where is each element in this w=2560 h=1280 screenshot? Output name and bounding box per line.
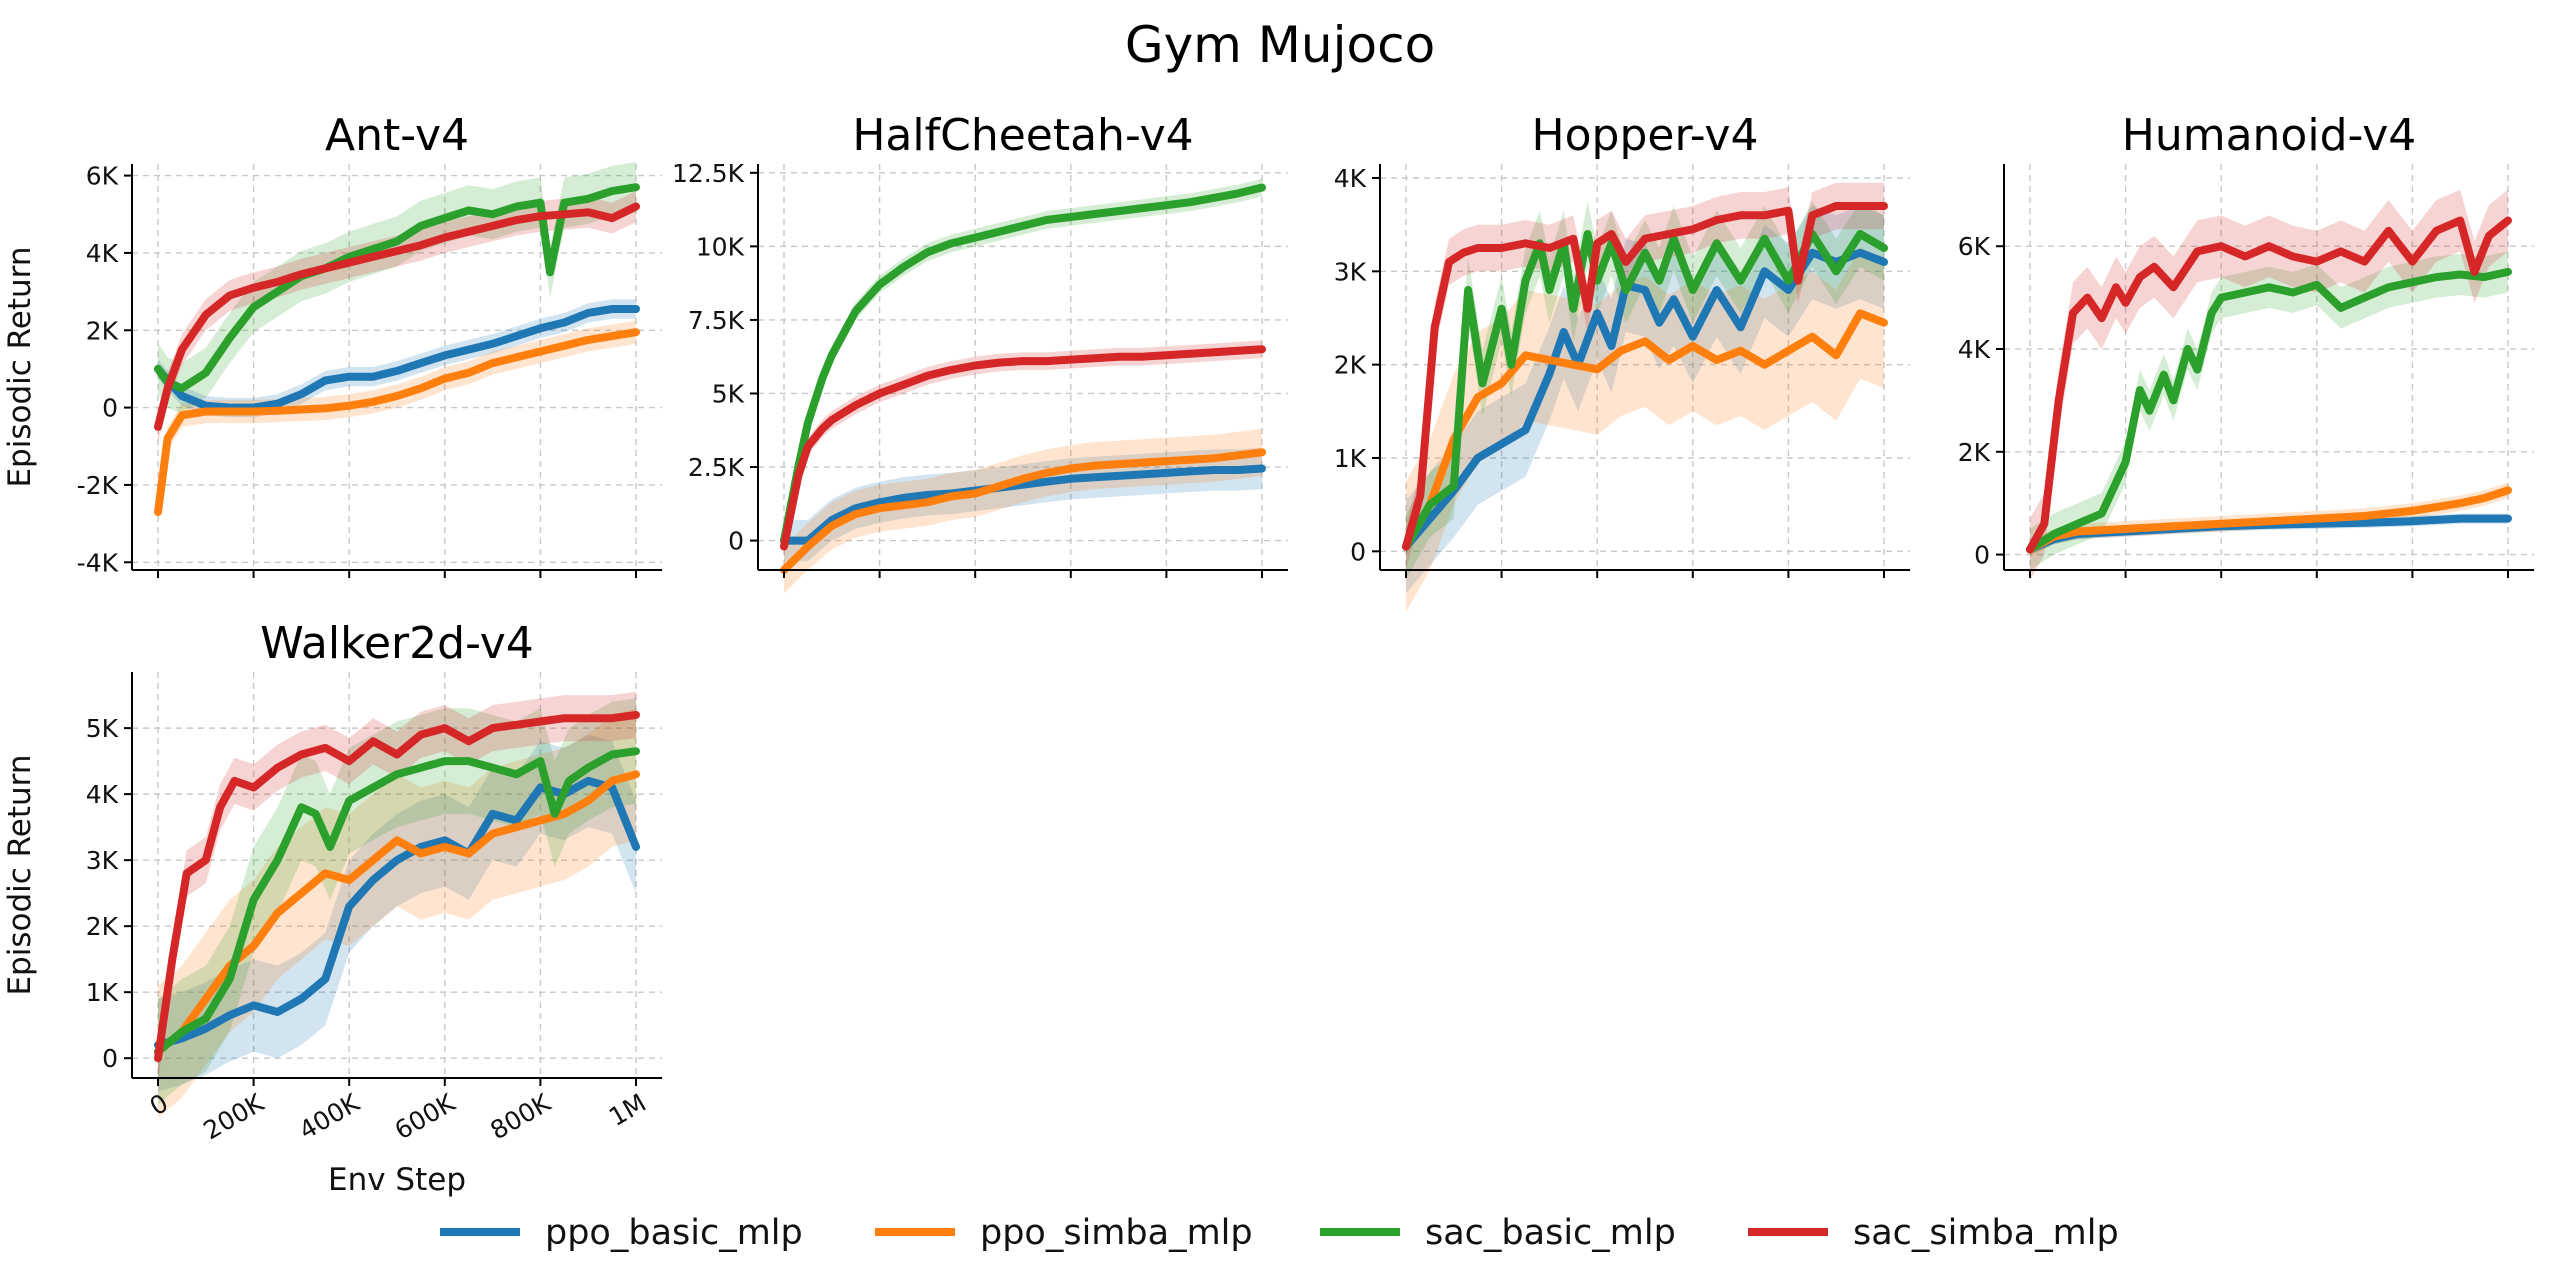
ppo_simba_mlp-line (780, 448, 1266, 574)
legend-item-sac_simba_mlp: sac_simba_mlp (1748, 1213, 2119, 1253)
subplot-title: Hopper-v4 (1532, 110, 1759, 161)
subplot-title: Humanoid-v4 (2122, 110, 2417, 161)
ppo_basic_mlp-band (1406, 206, 1884, 594)
y-tick-label: 5K (86, 714, 119, 743)
sac_basic_mlp-line (154, 183, 640, 393)
sac_basic_mlp-line (780, 183, 1266, 545)
y-tick-label: 7.5K (688, 306, 745, 335)
subplot-hopper-v4: 0 1K 2K 3K 4K Hopper-v4 (1334, 110, 1910, 612)
y-tick-label: 2K (1334, 351, 1367, 380)
legend-label: ppo_simba_mlp (980, 1213, 1253, 1253)
y-tick-label: 3K (86, 846, 119, 875)
ppo_simba_mlp-band (1406, 248, 1884, 612)
y-tick-label: 4K (86, 780, 119, 809)
ppo_basic_mlp-line (154, 776, 640, 1049)
sac_simba_mlp-band (2030, 189, 2508, 581)
ppo_simba_mlp-band (784, 428, 1262, 594)
figure-title: Gym Mujoco (1125, 16, 1435, 74)
subplot-halfcheetah-v4: 0 2.5K 5K 7.5K 10K 12.5K HalfCheetah-v4 (672, 110, 1288, 594)
y-tick-label: -4K (77, 548, 119, 577)
y-tick-label: 1K (86, 978, 119, 1007)
y-tick-label: 2.5K (688, 453, 745, 482)
sac_basic_mlp-line (2026, 267, 2512, 554)
y-tick-label: 5K (712, 379, 745, 408)
x-axis-label: Env Step (328, 1162, 466, 1198)
ppo_simba_mlp-line (154, 328, 640, 516)
y-tick-label: 4K (86, 239, 119, 268)
sac_simba_mlp-line (780, 345, 1266, 551)
ppo_simba_mlp-band (158, 708, 636, 1118)
y-tick-label: 0 (102, 394, 118, 423)
sac_basic_mlp-band (2030, 251, 2508, 570)
x-tick-label: 800K (485, 1088, 556, 1145)
y-axis-label: Episodic Return (2, 754, 38, 995)
subplot-title: Walker2d-v4 (260, 618, 534, 669)
x-tick-label: 200K (199, 1088, 270, 1145)
sac_basic_mlp-line (154, 747, 640, 1056)
y-tick-label: 3K (1334, 257, 1367, 286)
sac_simba_mlp-line (1402, 202, 1888, 551)
y-tick-label: 4K (1958, 335, 1991, 364)
y-tick-label: 2K (86, 316, 119, 345)
subplot-ant-v4: -4K -2K 0 2K 4K 6K Ant-v4 Episodic Return (2, 110, 662, 578)
subplots: -4K -2K 0 2K 4K 6K Ant-v4 Episodic Return 0 2.5K 5… (2, 110, 2534, 1198)
legend-item-ppo_simba_mlp: ppo_simba_mlp (875, 1213, 1253, 1253)
y-tick-label: 0 (102, 1044, 118, 1073)
y-axis-label: Episodic Return (2, 246, 38, 487)
subplot-title: Ant-v4 (325, 110, 469, 161)
y-tick-label: 1K (1334, 444, 1367, 473)
sac_basic_mlp-band (158, 162, 636, 414)
sac_simba_mlp-line (154, 202, 640, 431)
legend-item-ppo_basic_mlp: ppo_basic_mlp (440, 1213, 803, 1253)
legend-label: ppo_basic_mlp (545, 1213, 803, 1253)
x-tick-label: 400K (294, 1088, 365, 1145)
ppo_basic_mlp-line (780, 464, 1266, 545)
sac_simba_mlp-band (158, 691, 636, 1082)
subplot-title: HalfCheetah-v4 (852, 110, 1193, 161)
legend-label: sac_basic_mlp (1425, 1213, 1676, 1253)
ppo_basic_mlp-line (154, 305, 640, 412)
y-tick-label: 4K (1334, 164, 1367, 193)
y-tick-label: 0 (728, 527, 744, 556)
ppo_basic_mlp-band (158, 299, 636, 418)
y-tick-label: 2K (1958, 438, 1991, 467)
y-tick-label: 6K (86, 162, 119, 191)
sac_simba_mlp-line (154, 710, 640, 1063)
y-tick-label: -2K (77, 471, 119, 500)
x-tick-label: 1M (604, 1088, 651, 1132)
legend-item-sac_basic_mlp: sac_basic_mlp (1320, 1213, 1676, 1253)
ppo_simba_mlp-line (2026, 486, 2512, 554)
subplot-humanoid-v4: 0 2K 4K 6K Humanoid-v4 (1958, 110, 2534, 581)
ppo_basic_mlp-line (1402, 248, 1888, 551)
legend-label: sac_simba_mlp (1853, 1213, 2119, 1253)
y-tick-label: 12.5K (672, 159, 745, 188)
sac_simba_mlp-line (2026, 216, 2512, 554)
y-tick-label: 2K (86, 912, 119, 941)
ppo_simba_mlp-line (1402, 309, 1888, 551)
legend: ppo_basic_mlp ppo_simba_mlp sac_basic_mlp s… (440, 1213, 2119, 1253)
y-tick-label: 0 (1974, 541, 1990, 570)
x-tick-label: 600K (390, 1088, 461, 1145)
y-tick-label: 6K (1958, 232, 1991, 261)
sac_basic_mlp-band (158, 698, 636, 1105)
y-tick-label: 10K (696, 232, 745, 261)
sac_basic_mlp-line (1402, 230, 1888, 551)
y-tick-label: 0 (1350, 537, 1366, 566)
